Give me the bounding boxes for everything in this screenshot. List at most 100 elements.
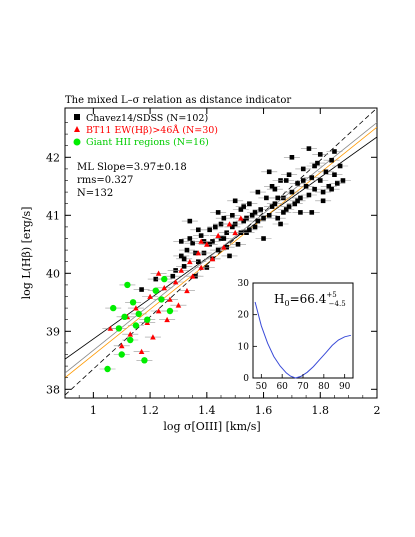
data-point-chavez xyxy=(323,169,329,175)
data-point-bt11 xyxy=(155,308,162,314)
data-point-chavez xyxy=(281,210,286,215)
data-point-chavez xyxy=(170,273,176,279)
data-point-bt11 xyxy=(155,270,162,276)
data-point-chavez xyxy=(249,213,255,218)
inset-y-tick-label: 10 xyxy=(238,342,250,352)
data-point-chavez xyxy=(153,276,159,282)
data-point-chavez xyxy=(269,184,275,189)
data-point-chavez xyxy=(178,239,184,244)
inset-x-tick-label: 70 xyxy=(297,382,309,392)
data-point-chavez xyxy=(306,146,312,151)
data-point-chavez xyxy=(221,236,227,241)
data-point-chavez xyxy=(329,157,334,163)
data-point-chavez xyxy=(312,163,317,169)
data-point-chavez xyxy=(187,236,193,241)
data-point-hii xyxy=(124,281,131,289)
x-axis-label: log σ[OIII] [km/s] xyxy=(163,420,260,433)
data-point-hii xyxy=(129,299,137,306)
data-point-hii xyxy=(127,336,134,344)
stats-annotation: ML Slope=3.97±0.18 rms=0.327 N=132 xyxy=(77,162,187,199)
legend: Chavez14/SDSS (N=102) BT11 EW(Hβ)>46Å (N… xyxy=(73,113,218,148)
data-point-chavez xyxy=(252,224,258,230)
data-point-chavez xyxy=(295,181,300,186)
x-tick-label: 1.4 xyxy=(198,404,216,417)
data-point-chavez xyxy=(300,166,306,172)
data-point-bt11 xyxy=(232,229,238,236)
data-point-chavez xyxy=(221,215,227,221)
rms-text: rms=0.327 xyxy=(77,175,133,186)
data-point-bt11 xyxy=(178,267,185,273)
data-point-chavez xyxy=(181,256,187,262)
legend-marker-circle xyxy=(73,138,81,146)
data-point-chavez xyxy=(286,204,292,209)
data-point-bt11 xyxy=(184,287,190,294)
data-point-chavez xyxy=(317,152,323,157)
data-point-chavez xyxy=(247,227,252,233)
data-point-chavez xyxy=(187,218,193,224)
n-text: N=132 xyxy=(77,188,113,199)
data-point-bt11 xyxy=(147,293,153,299)
inset-y-ticks: 0 10 20 30 xyxy=(238,279,257,384)
data-point-hii xyxy=(141,357,148,364)
data-point-chavez xyxy=(329,186,334,192)
data-point-chavez xyxy=(258,207,264,212)
data-point-chavez xyxy=(198,233,204,238)
inset-frame xyxy=(252,282,354,379)
inset-x-tick-label: 60 xyxy=(276,382,288,392)
data-point-chavez xyxy=(300,178,306,183)
data-point-hii xyxy=(161,275,168,283)
data-point-chavez xyxy=(261,215,266,221)
data-point-chavez xyxy=(178,253,184,259)
inset-chart: 50 60 70 80 90 0 10 20 30 H0=66.4+5 −4.5 xyxy=(238,279,354,392)
data-point-chavez xyxy=(340,178,346,183)
data-point-chavez xyxy=(207,227,212,233)
data-point-chavez xyxy=(230,213,235,218)
inset-chi2-curve xyxy=(254,301,352,379)
data-point-chavez xyxy=(190,240,195,246)
data-point-chavez xyxy=(139,287,144,292)
data-point-chavez xyxy=(332,172,337,177)
x-tick-label: 2 xyxy=(374,404,381,417)
data-point-hii xyxy=(104,365,111,373)
data-point-chavez xyxy=(255,218,261,224)
data-point-bt11 xyxy=(189,273,196,279)
data-point-chavez xyxy=(215,247,221,253)
data-point-hii xyxy=(135,310,142,318)
data-point-chavez xyxy=(320,189,326,195)
data-point-bt11 xyxy=(215,232,221,238)
data-point-bt11 xyxy=(195,250,202,256)
data-point-chavez xyxy=(334,181,340,186)
data-points xyxy=(99,146,351,373)
data-point-chavez xyxy=(235,242,241,247)
x-tick-label: 1.2 xyxy=(141,404,159,417)
data-point-chavez xyxy=(315,160,320,166)
data-point-bt11 xyxy=(238,215,244,221)
data-point-chavez xyxy=(332,149,337,154)
data-point-hii xyxy=(115,325,123,332)
data-point-chavez xyxy=(230,224,235,230)
inset-y-tick-label: 30 xyxy=(238,279,250,289)
data-point-chavez xyxy=(269,204,275,209)
inset-x-ticks: 50 60 70 80 90 xyxy=(256,374,351,392)
data-point-chavez xyxy=(252,210,258,215)
data-point-bt11 xyxy=(198,264,204,270)
data-point-chavez xyxy=(283,178,289,183)
data-point-chavez xyxy=(266,169,272,175)
data-point-chavez xyxy=(303,184,309,189)
data-point-chavez xyxy=(266,213,272,218)
ml-slope-text: ML Slope=3.97±0.18 xyxy=(77,162,187,173)
fit-line-2 xyxy=(65,122,377,374)
inset-x-tick-label: 50 xyxy=(256,382,268,392)
data-point-chavez xyxy=(283,207,289,212)
y-axis-label: log L(Hβ) [erg/s] xyxy=(20,207,33,300)
data-point-bt11 xyxy=(221,244,227,250)
x-tick-label: 1.8 xyxy=(312,404,330,417)
data-point-chavez xyxy=(227,253,232,259)
data-point-bt11 xyxy=(167,296,173,302)
data-point-chavez xyxy=(272,186,278,192)
legend-label-chavez: Chavez14/SDSS (N=102) xyxy=(86,113,208,124)
data-point-chavez xyxy=(238,207,244,212)
legend-label-hii: Giant HII regions (N=16) xyxy=(86,137,209,148)
data-point-chavez xyxy=(337,163,343,169)
